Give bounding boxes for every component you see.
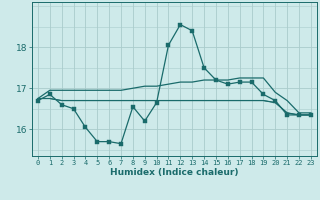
X-axis label: Humidex (Indice chaleur): Humidex (Indice chaleur) [110,168,239,177]
